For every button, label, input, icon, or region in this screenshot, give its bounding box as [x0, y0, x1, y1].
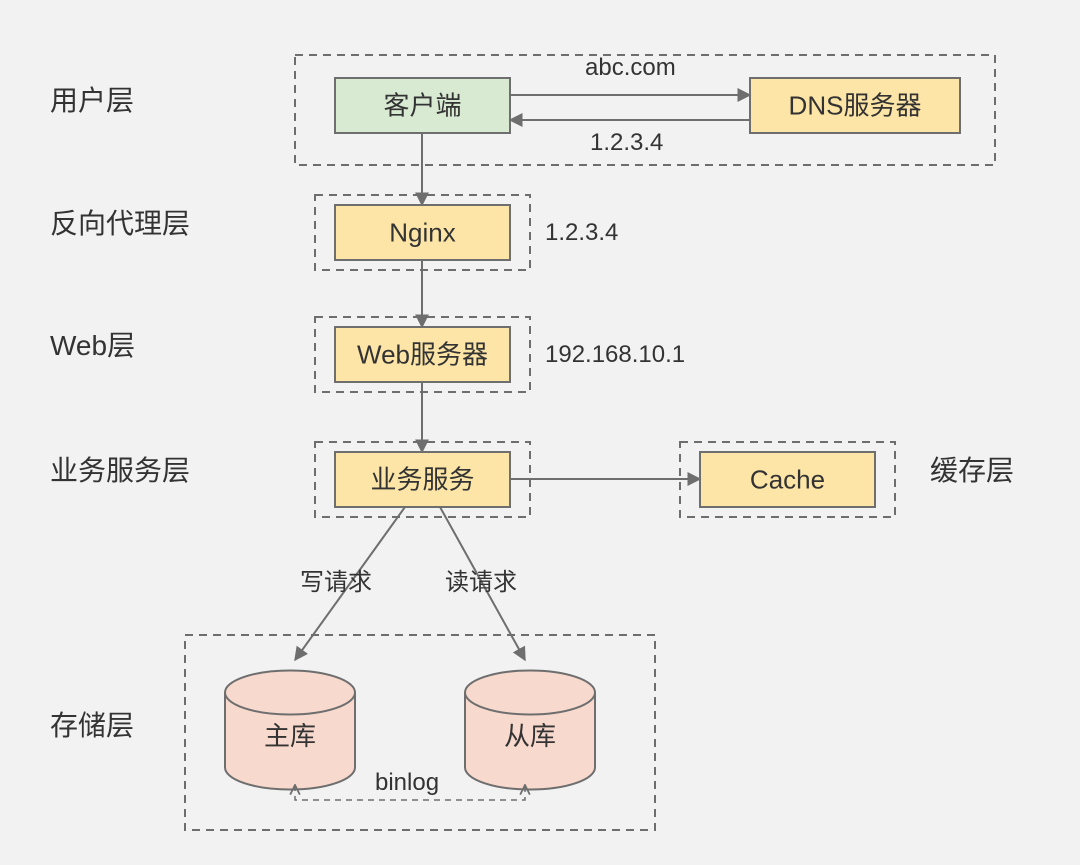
cylinder-master: 主库 [225, 671, 355, 790]
node-client: 客户端 [335, 78, 510, 133]
svg-text:Web服务器: Web服务器 [357, 340, 488, 370]
edge-label-ip: 1.2.3.4 [590, 129, 663, 156]
node-service: 业务服务 [335, 452, 510, 507]
label-proxy-layer: 反向代理层 [50, 208, 190, 239]
edge-label-read: 读请求 [445, 569, 517, 596]
svg-text:从库: 从库 [504, 721, 556, 751]
cylinder-slave: 从库 [465, 671, 595, 790]
edge-label-write: 写请求 [300, 569, 372, 596]
edge-label-binlog: binlog [375, 769, 439, 796]
edge-label-abc: abc.com [585, 54, 676, 81]
node-web: Web服务器 [335, 327, 510, 382]
architecture-diagram: 用户层 反向代理层 Web层 业务服务层 缓存层 存储层 客户端 DNS服务器 … [0, 0, 1080, 865]
node-dns: DNS服务器 [750, 78, 960, 133]
label-service-layer: 业务服务层 [50, 455, 190, 486]
svg-text:Nginx: Nginx [389, 218, 455, 248]
svg-text:DNS服务器: DNS服务器 [789, 91, 922, 121]
node-cache: Cache [700, 452, 875, 507]
label-web-layer: Web层 [50, 330, 135, 361]
label-storage-layer: 存储层 [50, 710, 134, 741]
label-user-layer: 用户层 [50, 85, 134, 116]
label-cache-layer: 缓存层 [930, 455, 1014, 486]
svg-text:客户端: 客户端 [383, 91, 461, 121]
label-nginx-ip: 1.2.3.4 [545, 219, 618, 246]
label-web-ip: 192.168.10.1 [545, 341, 685, 368]
node-nginx: Nginx [335, 205, 510, 260]
svg-text:主库: 主库 [264, 721, 316, 751]
svg-text:Cache: Cache [750, 465, 825, 495]
svg-text:业务服务: 业务服务 [370, 465, 474, 495]
